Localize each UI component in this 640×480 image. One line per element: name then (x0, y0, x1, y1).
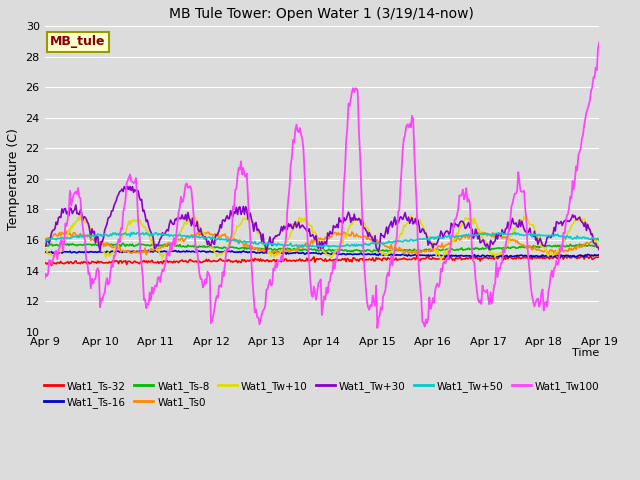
Wat1_Tw100 (595, 39, 603, 45)
Wat1_Ts-8 (119, 240, 127, 246)
Wat1_Tw100 (451, 216, 459, 222)
Wat1_Tw100 (321, 297, 329, 302)
Line: Wat1_Ts-16: Wat1_Ts-16 (45, 251, 599, 257)
Wat1_Tw+50 (292, 242, 300, 248)
Wat1_Ts-16 (294, 250, 301, 255)
Line: Wat1_Ts-8: Wat1_Ts-8 (45, 243, 599, 252)
Wat1_Tw100 (433, 283, 440, 288)
Wat1_Tw+50 (444, 234, 452, 240)
Wat1_Ts-8 (452, 247, 460, 253)
Wat1_Ts-8 (387, 249, 395, 255)
Wat1_Tw+10 (433, 252, 440, 258)
Wat1_Ts0 (595, 236, 603, 242)
Wat1_Tw+30 (595, 247, 603, 253)
Wat1_Tw+10 (77, 212, 84, 218)
Line: Wat1_Ts-32: Wat1_Ts-32 (45, 255, 599, 265)
Wat1_Tw+30 (120, 184, 128, 190)
Wat1_Tw+50 (511, 229, 518, 235)
Wat1_Ts-32 (550, 252, 558, 258)
Wat1_Ts0 (445, 240, 453, 246)
Wat1_Ts0 (41, 235, 49, 241)
Wat1_Ts-32 (433, 256, 440, 262)
Wat1_Tw+30 (433, 239, 441, 245)
Wat1_Tw+50 (305, 244, 313, 250)
Wat1_Ts-32 (444, 256, 452, 262)
Text: Time: Time (572, 348, 599, 359)
Wat1_Tw+50 (323, 243, 330, 249)
Wat1_Ts-16 (145, 248, 152, 253)
Wat1_Ts0 (295, 246, 303, 252)
Wat1_Tw+30 (445, 231, 453, 237)
Wat1_Ts0 (452, 238, 460, 244)
Wat1_Ts-8 (572, 242, 580, 248)
Wat1_Ts-32 (572, 255, 580, 261)
Wat1_Tw+50 (595, 238, 603, 243)
Wat1_Tw+50 (572, 236, 580, 241)
Wat1_Ts-8 (41, 242, 49, 248)
Wat1_Ts-16 (445, 252, 453, 258)
Wat1_Ts-8 (433, 247, 441, 252)
Wat1_Ts-8 (445, 246, 453, 252)
Wat1_Ts0 (433, 244, 441, 250)
Wat1_Tw+30 (324, 230, 332, 236)
Wat1_Tw100 (41, 276, 49, 282)
Wat1_Ts-16 (452, 252, 460, 258)
Wat1_Ts0 (572, 246, 580, 252)
Wat1_Tw+50 (451, 235, 459, 240)
Wat1_Ts-16 (442, 254, 449, 260)
Wat1_Ts-16 (41, 250, 49, 255)
Legend: Wat1_Ts-32, Wat1_Ts-16, Wat1_Ts-8, Wat1_Ts0, Wat1_Tw+10, Wat1_Tw+30, Wat1_Tw+50,: Wat1_Ts-32, Wat1_Ts-16, Wat1_Ts-8, Wat1_… (40, 376, 604, 412)
Line: Wat1_Tw+10: Wat1_Tw+10 (45, 215, 599, 260)
Wat1_Ts-16 (433, 252, 440, 258)
Wat1_Tw+30 (41, 243, 49, 249)
Wat1_Tw+10 (323, 252, 330, 257)
Line: Wat1_Tw100: Wat1_Tw100 (45, 42, 599, 328)
Wat1_Tw+10 (437, 257, 445, 263)
Wat1_Ts-8 (595, 243, 603, 249)
Y-axis label: Temperature (C): Temperature (C) (7, 128, 20, 230)
Wat1_Ts-32 (323, 259, 330, 264)
Wat1_Tw100 (444, 256, 452, 262)
Wat1_Ts-16 (323, 251, 330, 256)
Line: Wat1_Ts0: Wat1_Ts0 (45, 231, 599, 255)
Wat1_Tw+50 (41, 237, 49, 242)
Wat1_Ts0 (63, 228, 70, 234)
Wat1_Tw+10 (294, 218, 301, 224)
Wat1_Tw+30 (572, 217, 580, 223)
Wat1_Tw+50 (433, 236, 440, 241)
Line: Wat1_Tw+50: Wat1_Tw+50 (45, 232, 599, 247)
Wat1_Ts-16 (572, 254, 580, 260)
Wat1_Ts-16 (595, 252, 603, 258)
Wat1_Ts-8 (323, 248, 330, 254)
Wat1_Ts-32 (451, 257, 459, 263)
Wat1_Tw+10 (572, 217, 580, 223)
Wat1_Tw+30 (295, 219, 303, 225)
Wat1_Tw+10 (41, 246, 49, 252)
Wat1_Tw100 (571, 177, 579, 182)
Line: Wat1_Tw+30: Wat1_Tw+30 (45, 187, 599, 252)
Wat1_Tw+30 (452, 222, 460, 228)
Wat1_Ts-32 (41, 260, 49, 265)
Wat1_Tw100 (292, 121, 300, 127)
Wat1_Ts0 (324, 235, 332, 241)
Wat1_Ts-8 (294, 246, 301, 252)
Wat1_Tw100 (374, 325, 381, 331)
Wat1_Ts0 (143, 252, 150, 258)
Wat1_Tw+10 (595, 246, 603, 252)
Wat1_Tw+10 (445, 246, 453, 252)
Wat1_Ts-32 (294, 258, 301, 264)
Title: MB Tule Tower: Open Water 1 (3/19/14-now): MB Tule Tower: Open Water 1 (3/19/14-now… (170, 7, 474, 21)
Text: MB_tule: MB_tule (50, 36, 106, 48)
Wat1_Tw+30 (262, 249, 270, 255)
Wat1_Tw+10 (452, 232, 460, 238)
Wat1_Ts-32 (48, 263, 56, 268)
Wat1_Ts-32 (595, 254, 603, 260)
